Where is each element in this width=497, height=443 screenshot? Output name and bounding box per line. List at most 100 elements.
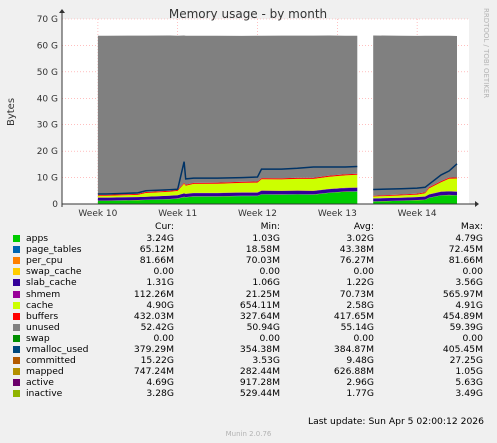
legend-avg: 76.27M [339, 255, 374, 267]
legend-avg: 384.87M [333, 344, 374, 355]
legend-cur: 52.42G [140, 321, 174, 333]
legend-min: 0.00 [259, 332, 280, 344]
legend-name: swap_cache [26, 266, 82, 278]
legend-swatch [13, 334, 20, 342]
legend-avg: 626.88M [333, 366, 374, 378]
legend-cur: 65.12M [139, 244, 174, 256]
x-axis-arrow [475, 201, 479, 207]
line-committed [97, 161, 358, 195]
legend-row-slab_cache: slab_cache 1.31G 1.06G 1.22G 3.56G [0, 277, 497, 289]
legend-min: 0.00 [259, 266, 280, 278]
legend-cur: 379.29M [133, 344, 174, 355]
legend-max: 72.45M [448, 244, 483, 256]
area-slab_cache [373, 191, 457, 202]
y-tick-label: 40 G [37, 94, 58, 104]
legend-min: 917.28M [239, 377, 280, 389]
x-tick-label: Week 13 [318, 209, 357, 219]
x-tick-label: Week 10 [78, 209, 117, 219]
legend-header-cur: Cur: [155, 221, 174, 232]
legend-max: 59.39G [449, 321, 483, 333]
area-slab_cache [97, 187, 358, 201]
legend-name: page_tables [26, 244, 82, 256]
memory-usage-chart: 0 10 G 20 G 30 G 40 G 50 G 60 G 70 G Week 10 Week… [6, 7, 479, 219]
legend-header-avg: Avg: [353, 221, 374, 232]
legend-avg: 1.77G [346, 388, 374, 400]
legend-min: 529.44M [239, 388, 280, 400]
y-tick-label: 60 G [37, 41, 58, 51]
legend-swatch [13, 312, 20, 320]
legend-row-inactive: inactive 3.28G 529.44M 1.77G 3.49G [0, 388, 497, 400]
legend-max: 0.00 [462, 266, 483, 278]
legend-row-unused: unused 52.42G 50.94G 55.14G 59.39G [0, 322, 497, 334]
y-tick-label: 70 G [37, 15, 58, 25]
legend-min: 18.58M [245, 244, 280, 256]
legend-cur: 3.24G [146, 233, 174, 244]
legend-row-active: active 4.69G 917.28M 2.96G 5.63G [0, 377, 497, 389]
legend-swatch [13, 390, 20, 398]
legend-row-vmalloc_used: vmalloc_used 379.29M 354.38M 384.87M 405.45M [0, 344, 497, 356]
legend-row-per_cpu: per_cpu 81.66M 70.03M 76.27M 81.66M [0, 255, 497, 267]
legend-row-cache: cache 4.90G 654.11M 2.58G 4.91G [0, 300, 497, 312]
legend-max: 405.45M [442, 344, 483, 355]
legend-min: 21.25M [245, 288, 280, 300]
legend-cur: 0.00 [153, 266, 174, 278]
legend-row-shmem: shmem 112.26M 21.25M 70.73M 565.97M [0, 289, 497, 301]
y-tick-label: 0 [52, 200, 58, 210]
last-update: Last update: Sun Apr 5 02:00:12 2026 [308, 416, 484, 427]
y-tick-label: 30 G [37, 121, 58, 131]
legend-name: vmalloc_used [26, 344, 89, 355]
legend-avg: 70.73M [339, 288, 374, 300]
legend-cur: 15.22G [140, 355, 174, 367]
legend-avg: 2.58G [346, 299, 374, 311]
area-cache [373, 178, 457, 199]
legend-cur: 4.69G [146, 377, 174, 389]
legend-max: 4.79G [455, 233, 483, 244]
y-axis-arrow [59, 9, 65, 13]
legend-swatch [13, 268, 20, 276]
legend-swatch [13, 323, 20, 331]
x-tick-label: Week 11 [158, 209, 197, 219]
legend-swatch [13, 290, 20, 298]
legend-header-max: Max: [460, 221, 483, 232]
legend-avg: 0.00 [353, 332, 374, 344]
legend-name: inactive [26, 388, 63, 400]
legend-swatch [13, 379, 20, 387]
chart-title: Memory usage - by month [169, 7, 327, 21]
legend-name: per_cpu [26, 255, 63, 267]
area-unused [97, 35, 358, 195]
legend-max: 4.91G [455, 299, 483, 311]
legend-max: 3.56G [455, 277, 483, 289]
legend-avg: 43.38M [339, 244, 374, 256]
legend-name: active [26, 377, 54, 389]
legend-cur: 3.28G [146, 388, 174, 400]
y-tick-label: 20 G [37, 147, 58, 157]
legend-header-min: Min: [260, 221, 280, 232]
legend-name: slab_cache [26, 277, 77, 289]
legend-row-buffers: buffers 432.03M 327.64M 417.65M 454.89M [0, 311, 497, 323]
rrdtool-watermark: RRDTOOL / TOBI OETIKER [482, 8, 490, 99]
legend-min: 50.94G [246, 321, 280, 333]
legend-name: committed [26, 355, 76, 367]
legend-cur: 81.66M [139, 255, 174, 267]
legend-row-mapped: mapped 747.24M 282.44M 626.88M 1.05G [0, 366, 497, 378]
y-axis-label: Bytes [6, 98, 17, 126]
legend-max: 81.66M [448, 255, 483, 267]
legend-cur: 0.00 [153, 332, 174, 344]
legend-max: 5.63G [455, 377, 483, 389]
legend-max: 0.00 [462, 332, 483, 344]
legend-avg: 55.14G [340, 321, 374, 333]
legend-avg: 1.22G [346, 277, 374, 289]
legend-swatch [13, 346, 20, 353]
legend-max: 454.89M [442, 310, 483, 322]
legend-min: 70.03M [245, 255, 280, 267]
legend-avg: 9.48G [346, 355, 374, 367]
area-page_tables [373, 195, 457, 202]
legend-header: Cur: Min: Avg: Max: [0, 221, 497, 233]
legend-row-page_tables: page_tables 65.12M 18.58M 43.38M 72.45M [0, 244, 497, 256]
legend-name: apps [26, 233, 49, 244]
legend-name: unused [26, 321, 60, 333]
area-apps [373, 195, 457, 204]
legend-cur: 112.26M [133, 288, 174, 300]
legend-max: 565.97M [442, 288, 483, 300]
legend-min: 282.44M [239, 366, 280, 378]
